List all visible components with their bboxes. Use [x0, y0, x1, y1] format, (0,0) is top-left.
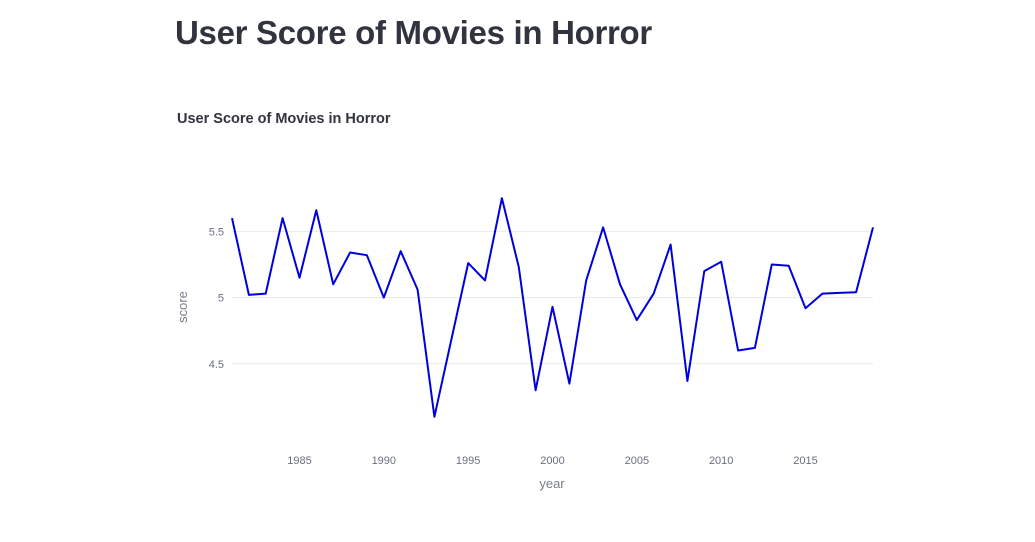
x-tick-label: 1990 — [372, 455, 396, 467]
series-line — [231, 197, 874, 418]
y-tick-label: 5 — [218, 293, 224, 305]
y-axis-ticks: 4.5 5 5.5 — [209, 226, 224, 370]
x-tick-label: 2015 — [793, 455, 817, 467]
page-title: User Score of Movies in Horror — [175, 14, 652, 51]
x-tick-label: 2000 — [540, 455, 564, 467]
x-axis-ticks: 1985 1990 1995 2000 2005 2010 2015 — [287, 455, 818, 467]
grid-lines — [232, 230, 873, 365]
x-tick-label: 2010 — [709, 455, 733, 467]
y-axis-title: score — [175, 291, 190, 323]
x-tick-label: 1985 — [287, 455, 311, 467]
y-tick-label: 5.5 — [209, 226, 224, 238]
x-tick-label: 2005 — [625, 455, 649, 467]
chart-title: User Score of Movies in Horror — [177, 111, 391, 127]
y-tick-label: 4.5 — [209, 359, 224, 371]
x-axis-title: year — [539, 476, 565, 491]
x-tick-label: 1995 — [456, 455, 480, 467]
